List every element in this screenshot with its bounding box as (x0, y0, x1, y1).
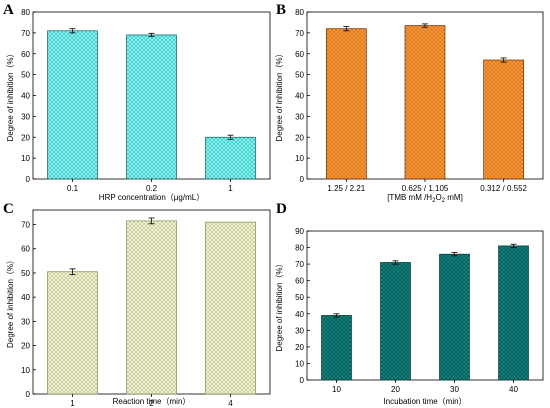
y-tick-label: 30 (295, 112, 304, 121)
y-axis-label: Degree of inhibition（%） (275, 259, 284, 351)
y-tick-label: 0 (300, 376, 305, 385)
y-tick-label: 0 (26, 390, 31, 399)
x-axis-label: Reaction time（min） (113, 397, 191, 406)
y-axis-label: Degree of inhibition（%） (6, 49, 15, 141)
y-tick-label: 20 (295, 133, 304, 142)
x-axis-label: HRP concentration（μg/mL） (99, 193, 204, 202)
y-tick-label: 0 (300, 175, 305, 184)
y-tick-label: 20 (21, 342, 30, 351)
y-tick-label: 60 (21, 50, 30, 59)
y-tick-label: 20 (295, 343, 304, 352)
bar-c-0 (47, 271, 98, 395)
panel-label: C (3, 201, 14, 217)
bar-d-0 (321, 315, 352, 381)
y-tick-label: 70 (295, 29, 304, 38)
y-tick-label: 50 (21, 269, 30, 278)
y-tick-label: 30 (21, 317, 30, 326)
y-tick-label: 40 (21, 92, 30, 101)
y-axis-label: Degree of inhibition（%） (275, 49, 284, 141)
bar-c-2 (205, 221, 256, 395)
x-tick-label: 4 (228, 399, 233, 408)
y-tick-label: 40 (295, 310, 304, 319)
x-tick-label: 10 (332, 385, 341, 394)
y-tick-label: 70 (295, 260, 304, 269)
bar-b-2 (483, 59, 525, 180)
y-tick-label: 40 (21, 293, 30, 302)
chart-panel-c: C 0 10 20 30 40 50 60 70 1 2 4 Reaction time（min） Deg… (3, 201, 271, 408)
y-tick-label: 10 (295, 154, 304, 163)
x-tick-label: 1.25 / 2.21 (327, 184, 365, 193)
bar-d-2 (439, 253, 470, 381)
bar-a-0 (47, 30, 98, 180)
y-tick-label: 90 (295, 227, 304, 236)
y-tick-label: 40 (295, 92, 304, 101)
y-tick-label: 70 (21, 221, 30, 230)
panel-label: A (3, 2, 14, 18)
bar-a-1 (126, 34, 177, 180)
x-axis-label: Incubation time（min） (383, 397, 466, 406)
y-tick-label: 60 (295, 277, 304, 286)
bar-d-1 (380, 262, 411, 381)
bar-d-3 (498, 245, 529, 381)
y-tick-label: 50 (295, 71, 304, 80)
x-tick-label: 0.1 (67, 184, 79, 193)
chart-panel-d: D 0 10 20 30 40 50 60 70 80 90 10 20 30 40 Incubation t… (275, 201, 544, 406)
y-tick-label: 10 (21, 154, 30, 163)
y-tick-label: 10 (21, 366, 30, 375)
y-tick-label: 50 (21, 71, 30, 80)
x-tick-label: 30 (450, 385, 459, 394)
chart-panel-b: B 0 10 20 30 40 50 60 70 80 1.25 / 2.21 0.625 / 1.1… (275, 2, 544, 204)
x-tick-label: 1 (228, 184, 233, 193)
bar-a-2 (205, 136, 256, 180)
x-tick-label: 20 (391, 385, 400, 394)
y-tick-label: 20 (21, 133, 30, 142)
bar-b-0 (325, 28, 367, 180)
x-tick-label: 0.625 / 1.105 (402, 184, 449, 193)
x-tick-label: 0.312 / 0.552 (480, 184, 527, 193)
y-axis-label: Degree of inhibition（%） (6, 256, 15, 348)
y-tick-label: 80 (295, 8, 304, 17)
y-tick-label: 10 (295, 359, 304, 368)
x-axis-label: [TMB mM /H2O2 mM] (387, 193, 463, 204)
x-tick-label: 2 (149, 399, 154, 408)
y-tick-label: 30 (21, 112, 30, 121)
bar-b-1 (404, 25, 446, 180)
x-tick-label: 40 (509, 385, 518, 394)
y-tick-label: 70 (21, 29, 30, 38)
x-tick-label: 1 (70, 399, 75, 408)
panel-label: B (276, 2, 286, 18)
y-tick-label: 30 (295, 326, 304, 335)
x-tick-label: 0.2 (146, 184, 158, 193)
y-tick-label: 50 (295, 293, 304, 302)
chart-panel-a: A 0 10 20 30 40 50 60 70 80 0.1 0.2 1 HRP concentrati… (3, 2, 271, 202)
y-tick-label: 60 (295, 50, 304, 59)
panel-label: D (276, 201, 287, 217)
plot-frame (306, 230, 544, 381)
y-tick-label: 80 (295, 244, 304, 253)
y-tick-label: 80 (21, 8, 30, 17)
bar-c-1 (126, 220, 177, 395)
y-tick-label: 0 (26, 175, 31, 184)
y-tick-label: 60 (21, 245, 30, 254)
